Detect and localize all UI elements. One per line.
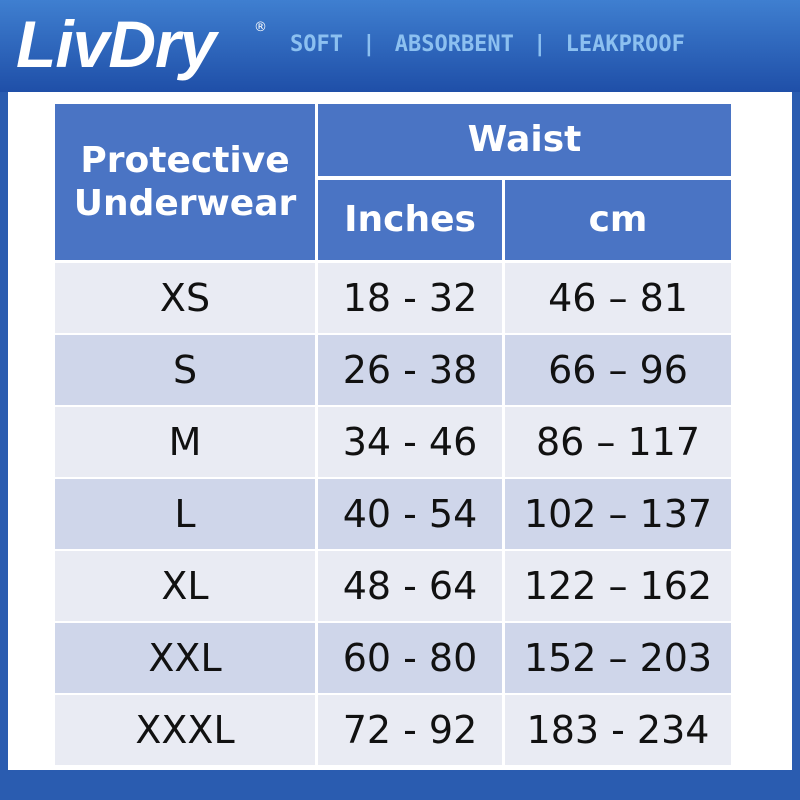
- size-cell: M: [55, 407, 315, 477]
- size-cell: L: [55, 479, 315, 549]
- range-cell: 66 – 96: [505, 335, 731, 405]
- range-cell: 46 – 81: [505, 263, 731, 333]
- trademark: ®: [254, 20, 267, 35]
- range-cell: 26 - 38: [318, 335, 502, 405]
- range-cell: 86 – 117: [505, 407, 731, 477]
- size-cell: S: [55, 335, 315, 405]
- size-cell: XL: [55, 551, 315, 621]
- range-cell: 72 - 92: [318, 695, 502, 765]
- corner-header: Protective Underwear: [55, 104, 315, 260]
- column-header: Inches: [318, 180, 502, 260]
- size-cell: XXL: [55, 623, 315, 693]
- range-cell: 40 - 54: [318, 479, 502, 549]
- group-header: Waist: [318, 104, 731, 176]
- size-cell: XXXL: [55, 695, 315, 765]
- tagline: SOFT | ABSORBENT | LEAKPROOF: [290, 32, 685, 57]
- range-cell: 60 - 80: [318, 623, 502, 693]
- banner: LivDry ® SOFT | ABSORBENT | LEAKPROOF: [0, 0, 800, 92]
- range-cell: 122 – 162: [505, 551, 731, 621]
- range-cell: 48 - 64: [318, 551, 502, 621]
- range-cell: 34 - 46: [318, 407, 502, 477]
- range-cell: 18 - 32: [318, 263, 502, 333]
- range-cell: 152 – 203: [505, 623, 731, 693]
- range-cell: 102 – 137: [505, 479, 731, 549]
- size-cell: XS: [55, 263, 315, 333]
- range-cell: 183 - 234: [505, 695, 731, 765]
- brand-logo: LivDry: [16, 7, 216, 81]
- panel: Protective Underwear Waist Inches cm XS 18 …: [8, 92, 792, 770]
- column-header: cm: [505, 180, 731, 260]
